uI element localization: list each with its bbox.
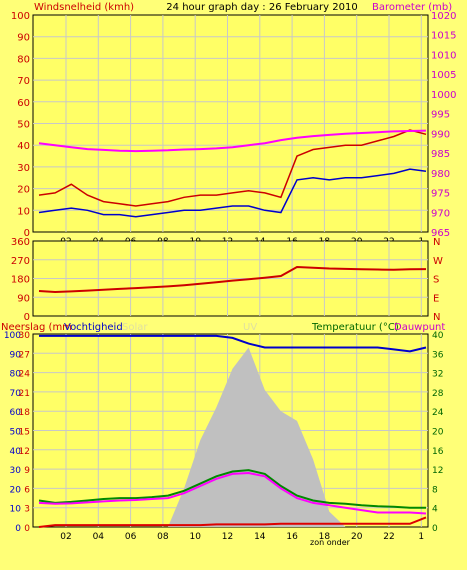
- y-tick-label: 90: [10, 350, 22, 360]
- y-tick-label: 20: [10, 485, 22, 495]
- x-tick-label: 08: [157, 532, 169, 542]
- x-tick-label: 10: [189, 532, 201, 542]
- x-tick-label: 18: [319, 532, 331, 542]
- temperature-label: Temperatuur (°C): [311, 322, 399, 333]
- y-tick-label: 9: [24, 466, 30, 476]
- y-tick-label: 90: [17, 293, 30, 304]
- humidity-label: Vochtigheid: [64, 322, 123, 333]
- x-tick-label: 12: [222, 532, 233, 542]
- y-tick-label: 50: [10, 428, 22, 438]
- y-tick-label: 3: [24, 505, 30, 515]
- y-tick-label: 15: [19, 428, 30, 438]
- dewpoint-series-line: [38, 471, 427, 515]
- y-tick-label: 70: [17, 76, 30, 87]
- wind_gust-series-line: [38, 129, 427, 207]
- y-tick-label: 100: [11, 11, 30, 22]
- y-tick-label: 40: [10, 447, 22, 457]
- y-tick-label: 995: [431, 110, 450, 121]
- uv-label: UV: [243, 322, 257, 333]
- y-tick-label: 36: [432, 350, 444, 360]
- y-tick-label: 360: [11, 237, 30, 248]
- y-tick-label: 1000: [431, 90, 456, 101]
- y-tick-label: N: [433, 312, 440, 323]
- barometer-series-line: [38, 129, 427, 153]
- y-tick-label: 70: [10, 389, 22, 399]
- y-tick-label: 0: [432, 524, 438, 534]
- y-tick-label: 980: [431, 169, 450, 180]
- y-tick-label: 90: [17, 33, 30, 44]
- barometer-axis-label: Barometer (mb): [372, 2, 452, 13]
- y-tick-label: 30: [19, 331, 31, 341]
- rain-series-line: [38, 516, 427, 528]
- sunset-label: zon onder: [310, 538, 351, 547]
- x-tick-label: 22: [383, 532, 394, 542]
- y-tick-label: S: [433, 275, 439, 286]
- rain-label: Neerslag (mm: [1, 322, 72, 333]
- y-tick-label: 60: [17, 98, 30, 109]
- y-tick-label: 0: [15, 524, 21, 534]
- y-tick-label: 50: [17, 120, 30, 131]
- chart-title: 24 hour graph day : 26 February 2010: [166, 2, 357, 13]
- y-tick-label: 970: [431, 208, 450, 219]
- solar-label: Solar: [122, 322, 148, 333]
- y-tick-label: 985: [431, 149, 450, 160]
- y-tick-label: 0: [24, 228, 30, 239]
- dewpoint-label: Dauwpunt: [394, 322, 445, 333]
- y-tick-label: 28: [432, 389, 444, 399]
- y-tick-label: E: [433, 293, 439, 304]
- y-tick-label: 18: [19, 408, 31, 418]
- y-tick-label: 1020: [431, 11, 456, 22]
- y-tick-label: 1010: [431, 50, 456, 61]
- y-tick-label: 80: [17, 54, 30, 65]
- y-tick-label: 975: [431, 189, 450, 200]
- y-tick-label: 965: [431, 228, 450, 239]
- y-tick-label: 270: [11, 256, 30, 267]
- x-tick-label: 16: [286, 532, 298, 542]
- wind-axis-label: Windsnelheid (kmh): [34, 2, 134, 13]
- x-tick-label: 04: [93, 532, 105, 542]
- y-tick-label: 20: [17, 185, 30, 196]
- x-tick-label: 14: [254, 532, 266, 542]
- wind-direction-series-line: [38, 265, 427, 294]
- y-tick-label: 30: [10, 466, 22, 476]
- x-tick-label: 02: [60, 532, 71, 542]
- y-tick-label: 16: [432, 447, 444, 457]
- y-tick-label: 60: [10, 408, 22, 418]
- y-tick-label: 20: [432, 428, 444, 438]
- solar-series-area: [39, 347, 426, 527]
- temperature-series-line: [38, 469, 426, 509]
- wind_avg-series-line: [38, 168, 427, 218]
- y-tick-label: 8: [432, 485, 438, 495]
- y-tick-label: 1005: [431, 70, 456, 81]
- y-tick-label: 30: [17, 163, 30, 174]
- y-tick-label: 21: [19, 389, 30, 399]
- y-tick-label: 1015: [431, 31, 456, 42]
- y-tick-label: 32: [432, 370, 443, 380]
- x-tick-label: 20: [351, 532, 363, 542]
- y-tick-label: 40: [432, 331, 444, 341]
- y-tick-label: 12: [432, 466, 443, 476]
- y-tick-label: 24: [432, 408, 444, 418]
- x-tick-label: 1: [418, 532, 424, 542]
- y-tick-label: 990: [431, 129, 450, 140]
- y-tick-label: 40: [17, 141, 30, 152]
- y-tick-label: 0: [24, 312, 30, 323]
- y-tick-label: N: [433, 237, 440, 248]
- y-tick-label: 6: [24, 485, 30, 495]
- y-tick-label: 4: [432, 505, 438, 515]
- y-tick-label: 10: [17, 206, 30, 217]
- x-tick-label: 06: [125, 532, 137, 542]
- humidity-series-line: [39, 334, 427, 353]
- y-tick-label: 180: [11, 275, 30, 286]
- y-tick-label: W: [433, 256, 443, 267]
- y-tick-label: 27: [19, 350, 30, 360]
- y-tick-label: 24: [19, 370, 31, 380]
- y-tick-label: 10: [10, 505, 22, 515]
- y-tick-label: 80: [10, 370, 22, 380]
- y-tick-label: 100: [4, 331, 21, 341]
- y-tick-label: 12: [19, 447, 30, 457]
- y-tick-label: 0: [24, 524, 30, 534]
